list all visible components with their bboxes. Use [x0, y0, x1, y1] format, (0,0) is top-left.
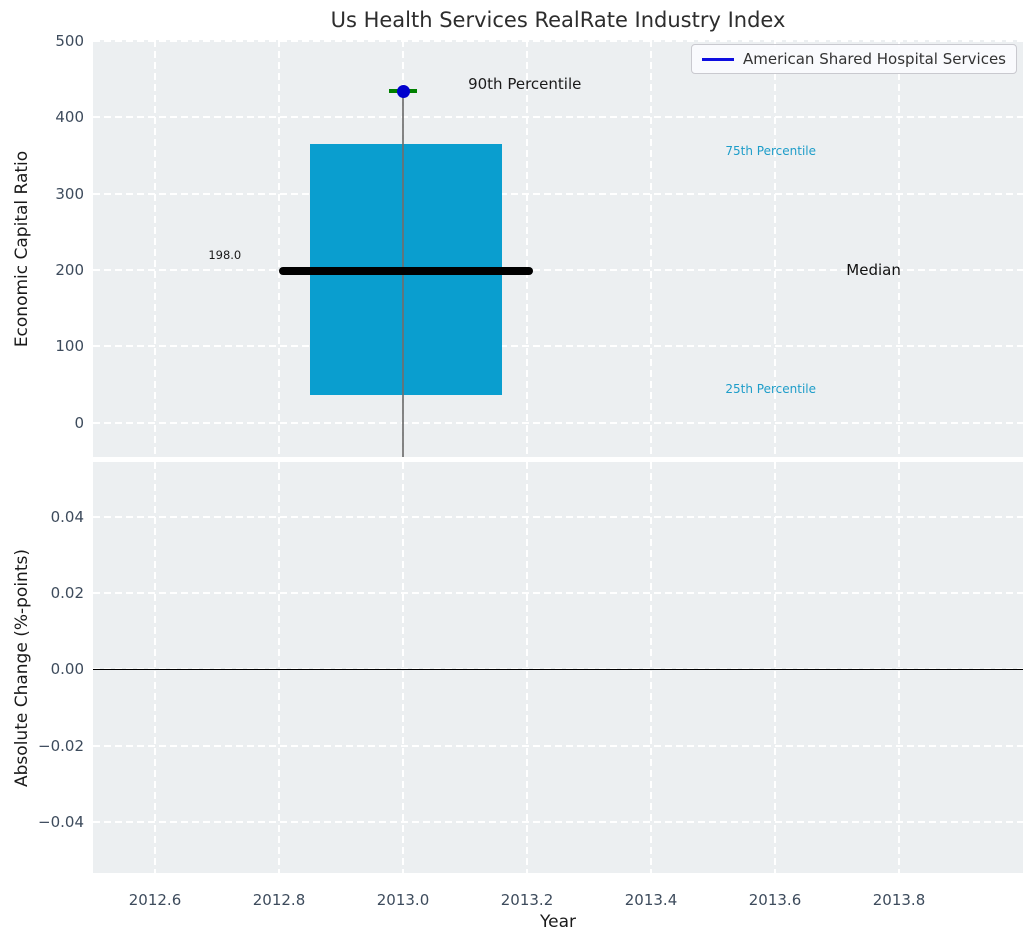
gridline-horizontal	[93, 268, 1023, 271]
y-tick-label: 0	[74, 413, 84, 432]
gridline-horizontal	[93, 592, 1023, 595]
y-tick-label: 400	[55, 108, 84, 127]
x-tick-label: 2013.8	[872, 891, 926, 909]
gridline-vertical	[526, 462, 528, 873]
gridline-vertical	[402, 462, 404, 873]
gridline-vertical	[526, 40, 528, 457]
gridline-horizontal	[93, 820, 1023, 823]
y-tick-label: 200	[55, 260, 84, 279]
x-axis-label: Year	[540, 912, 576, 932]
annotation-median: Median	[846, 260, 901, 279]
gridline-vertical	[154, 40, 156, 457]
gridline-horizontal	[93, 116, 1023, 119]
legend-line-sample	[702, 57, 735, 61]
gridline-horizontal	[93, 421, 1023, 424]
gridline-horizontal	[93, 192, 1023, 195]
zero-line	[93, 668, 1023, 671]
gridline-vertical	[898, 462, 900, 873]
gridline-vertical	[774, 40, 776, 457]
p90-marker-dot	[396, 84, 410, 98]
y-tick-label: −0.04	[38, 812, 84, 831]
annotation-25th-percentile: 25th Percentile	[725, 382, 816, 397]
gridline-vertical	[278, 462, 280, 873]
gridline-vertical	[278, 40, 280, 457]
y-tick-label: 0.02	[50, 584, 84, 603]
gridline-vertical	[898, 40, 900, 457]
legend: American Shared Hospital Services	[691, 44, 1017, 74]
y-tick-label: 300	[55, 184, 84, 203]
gridline-vertical	[154, 462, 156, 873]
median-line	[279, 267, 534, 276]
annotation-198-0: 198.0	[208, 248, 242, 263]
axes-background	[93, 462, 1023, 873]
y-tick-label: 0.04	[50, 508, 84, 527]
x-tick-label: 2012.8	[252, 891, 306, 909]
gridline-vertical	[650, 462, 652, 873]
x-tick-label: 2013.4	[624, 891, 678, 909]
gridline-vertical	[650, 40, 652, 457]
annotation-75th-percentile: 75th Percentile	[725, 143, 816, 158]
y-tick-label: 100	[55, 337, 84, 356]
y-axis-label-bottom: Absolute Change (%-points)	[12, 549, 32, 787]
axes-background	[93, 40, 1023, 457]
x-tick-label: 2013.0	[376, 891, 430, 909]
x-tick-label: 2013.6	[748, 891, 802, 909]
annotation-90th-percentile: 90th Percentile	[468, 75, 582, 94]
gridline-horizontal	[93, 516, 1023, 519]
gridline-horizontal	[93, 39, 1023, 42]
x-tick-label: 2013.2	[500, 891, 554, 909]
y-tick-label: 0.00	[50, 660, 84, 679]
gridline-horizontal	[93, 744, 1023, 747]
y-tick-label: 500	[55, 31, 84, 50]
legend-label: American Shared Hospital Services	[743, 50, 1006, 68]
gridline-horizontal	[93, 345, 1023, 348]
y-axis-label-top: Economic Capital Ratio	[12, 150, 32, 348]
gridline-vertical	[774, 462, 776, 873]
chart-title: Us Health Services RealRate Industry Ind…	[330, 8, 786, 32]
y-tick-label: −0.02	[38, 736, 84, 755]
x-tick-label: 2012.6	[128, 891, 182, 909]
